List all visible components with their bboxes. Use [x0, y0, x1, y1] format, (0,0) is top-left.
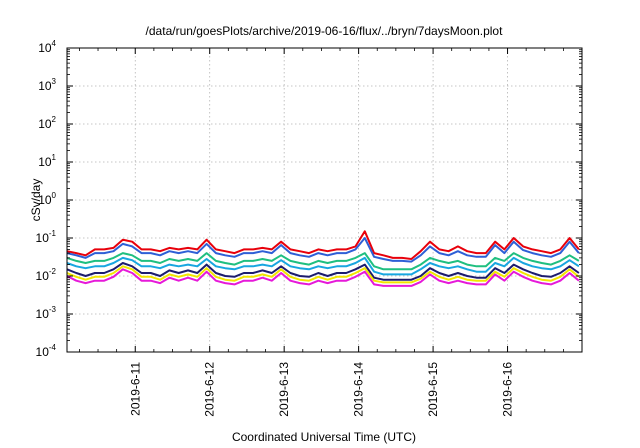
series-line-1 [66, 230, 580, 260]
series-lines [66, 230, 580, 287]
chart-title: /data/run/goesPlots/archive/2019-06-16/f… [146, 24, 504, 38]
y-tick-label: 10-2 [36, 267, 57, 283]
y-tick-label: 100 [38, 191, 56, 207]
x-axis-ticks: 2019-6-11 2019-6-12 2019-6-13 2019-6-14 2019… [79, 48, 564, 417]
x-tick-label: 2019-6-12 [203, 362, 217, 417]
series-line-3 [66, 252, 580, 271]
y-tick-label: 103 [38, 77, 56, 93]
y-tick-base: 10 [38, 193, 52, 207]
y-tick-label: 10-3 [36, 305, 57, 321]
y-tick-base: 10 [38, 117, 52, 131]
series-line-6 [66, 265, 580, 284]
y-tick-base: 10 [36, 345, 50, 359]
y-tick-exponent: -3 [49, 305, 57, 314]
y-tick-base: 10 [36, 269, 50, 283]
y-axis-label: cSv/day [29, 179, 43, 222]
y-tick-label: 102 [38, 115, 56, 131]
y-tick-base: 10 [36, 307, 50, 321]
y-tick-exponent: 1 [52, 153, 57, 162]
y-tick-base: 10 [38, 79, 52, 93]
series-line-4 [66, 256, 580, 276]
y-tick-base: 10 [38, 155, 52, 169]
y-tick-base: 10 [38, 41, 52, 55]
y-tick-exponent: 0 [52, 191, 57, 200]
y-tick-label: 104 [38, 39, 56, 55]
x-axis-label: Coordinated Universal Time (UTC) [232, 430, 416, 444]
series-line-7 [66, 268, 580, 287]
y-tick-exponent: -2 [49, 267, 57, 276]
x-tick-label: 2019-6-14 [352, 362, 366, 417]
grid-lines [67, 48, 582, 352]
y-tick-exponent: -1 [49, 229, 57, 238]
y-tick-exponent: 3 [52, 77, 57, 86]
y-tick-label: 101 [38, 153, 56, 169]
x-tick-label: 2019-6-16 [501, 362, 515, 417]
y-tick-exponent: 2 [52, 115, 57, 124]
x-tick-label: 2019-6-11 [128, 362, 142, 416]
x-tick-label: 2019-6-13 [277, 362, 291, 417]
series-line-5 [66, 262, 580, 281]
y-tick-label: 10-4 [36, 343, 57, 359]
series-line-2 [66, 237, 580, 263]
y-tick-exponent: -4 [49, 343, 57, 352]
y-tick-label: 10-1 [36, 229, 57, 245]
x-tick-label: 2019-6-15 [426, 362, 440, 417]
y-tick-base: 10 [36, 231, 50, 245]
y-tick-exponent: 4 [52, 39, 57, 48]
